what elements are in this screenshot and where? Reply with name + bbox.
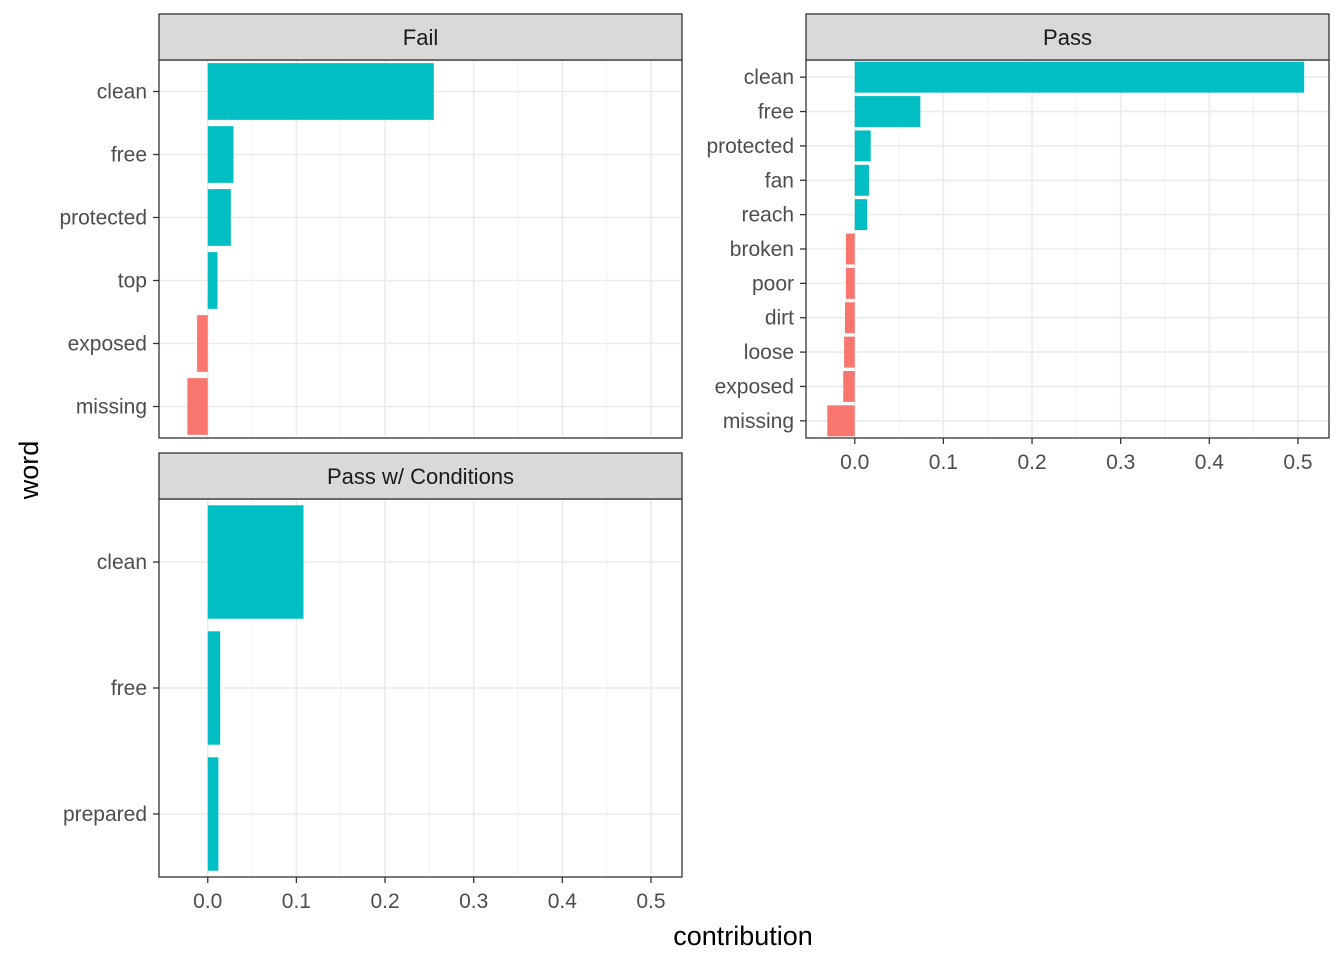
y-tick-label: top (118, 270, 147, 293)
bar-prepared (207, 757, 219, 871)
bar-top (207, 252, 218, 309)
strip-label: Pass w/ Conditions (327, 464, 514, 489)
y-tick-label: prepared (63, 803, 147, 826)
y-tick-label: exposed (68, 333, 147, 356)
y-tick-label: dirt (765, 307, 794, 330)
bar-clean (207, 63, 434, 120)
strip-background (805, 13, 1330, 61)
y-tick-label: broken (730, 238, 794, 261)
y-tick-label: protected (59, 207, 147, 230)
y-tick-label: free (111, 144, 147, 167)
panel-background (159, 60, 682, 438)
x-tick-label: 0.1 (282, 890, 311, 913)
bar-protected (854, 130, 871, 162)
bar-poor (845, 267, 855, 299)
strip-label: Fail (403, 25, 438, 50)
x-tick-label: 0.2 (370, 890, 399, 913)
y-tick-label: free (111, 677, 147, 700)
y-tick-label: missing (76, 396, 147, 419)
x-tick-label: 0.2 (1017, 451, 1046, 474)
bar-free (207, 126, 234, 183)
bar-clean (207, 505, 304, 619)
x-tick-label: 0.4 (1195, 451, 1225, 474)
x-tick-label: 0.4 (548, 890, 578, 913)
bar-protected (207, 189, 231, 246)
x-axis-title: contribution (673, 921, 813, 951)
bar-dirt (845, 302, 855, 334)
x-tick-label: 0.0 (840, 451, 869, 474)
bar-fan (854, 164, 869, 196)
y-axis-title: word (14, 441, 44, 501)
bar-missing (187, 378, 208, 435)
bar-loose (844, 336, 855, 368)
bar-broken (845, 233, 855, 265)
x-tick-label: 0.5 (636, 890, 665, 913)
y-tick-label: reach (741, 204, 794, 227)
x-tick-label: 0.5 (1283, 451, 1312, 474)
facet-panel-0: Fail clean free protected top exposed missing (59, 13, 683, 439)
y-tick-label: free (758, 101, 794, 124)
y-tick-label: clean (97, 551, 147, 574)
bar-missing (827, 405, 855, 437)
y-tick-label: fan (765, 169, 794, 192)
strip-background (158, 13, 683, 61)
y-tick-label: protected (706, 135, 794, 158)
strip-background (158, 452, 683, 500)
y-tick-label: poor (752, 272, 794, 295)
bar-exposed (843, 370, 855, 402)
y-tick-label: exposed (715, 375, 794, 398)
y-tick-label: clean (744, 66, 794, 89)
bar-exposed (197, 315, 208, 372)
facet-panel-2: Pass w/ Conditions clean free prepared 0.0 0.… (63, 452, 683, 913)
x-tick-label: 0.1 (929, 451, 958, 474)
x-tick-label: 0.0 (193, 890, 222, 913)
facet-panel-1: Pass clean free protected fan reach broken poor… (706, 13, 1330, 474)
x-tick-label: 0.3 (459, 890, 488, 913)
bar-reach (854, 199, 868, 231)
bar-free (854, 96, 921, 128)
x-tick-label: 0.3 (1106, 451, 1135, 474)
bar-clean (854, 61, 1305, 93)
y-tick-label: loose (744, 341, 794, 364)
y-tick-label: clean (97, 81, 147, 104)
strip-label: Pass (1043, 25, 1092, 50)
y-tick-label: missing (723, 410, 794, 433)
bar-free (207, 631, 221, 745)
